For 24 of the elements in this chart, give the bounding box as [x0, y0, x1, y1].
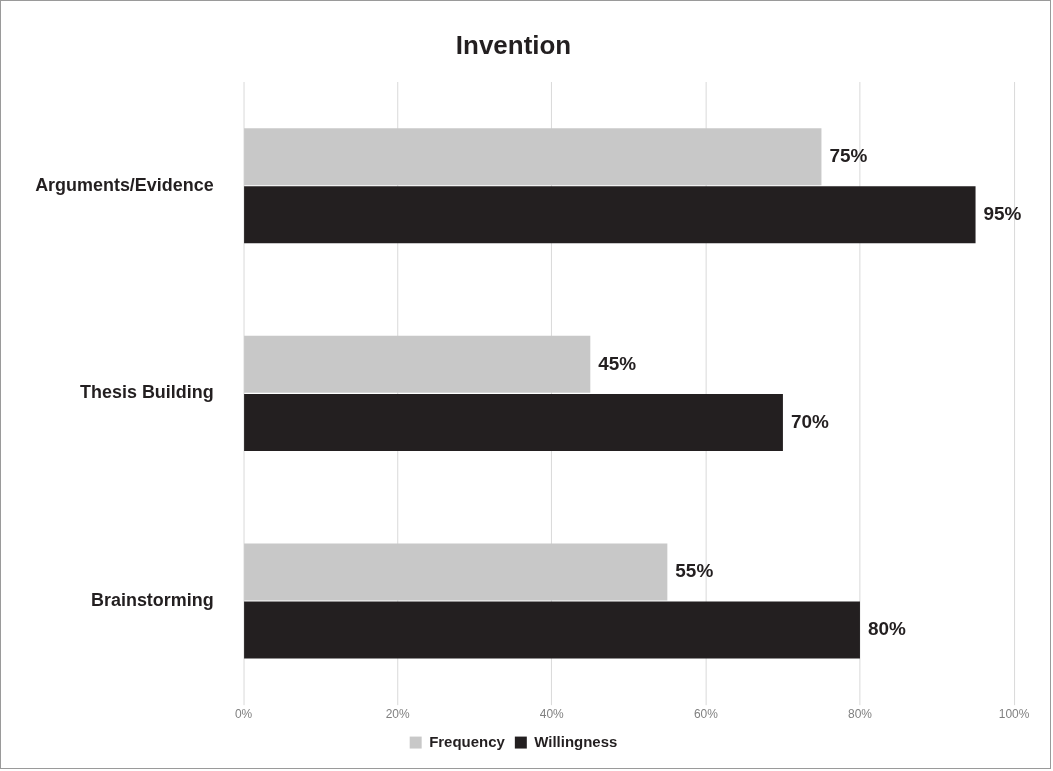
bar: [244, 543, 668, 601]
legend-label: Frequency: [429, 732, 506, 750]
legend-label: Willingness: [534, 732, 618, 750]
y-tick-label: Brainstorming: [91, 589, 214, 610]
data-label: 80%: [867, 618, 907, 640]
x-tick-label: 60%: [693, 707, 719, 722]
bar: [244, 128, 822, 186]
y-tick-label: Thesis Building: [80, 382, 214, 403]
bar: [244, 601, 860, 659]
x-tick-label: 0%: [234, 707, 253, 722]
chart-title: Invention: [455, 30, 572, 59]
bar: [244, 393, 783, 451]
bar: [244, 335, 591, 393]
data-label: 95%: [983, 203, 1022, 225]
data-label: 45%: [598, 352, 637, 374]
x-tick-label: 20%: [385, 707, 411, 722]
data-label: 75%: [829, 144, 868, 166]
bar: [244, 186, 976, 244]
x-tick-label: 100%: [998, 707, 1030, 722]
y-tick-label: Arguments/Evidence: [35, 174, 214, 195]
data-label: 55%: [675, 560, 714, 582]
x-tick-label: 40%: [539, 707, 565, 722]
x-tick-label: 80%: [847, 707, 873, 722]
data-label: 70%: [790, 410, 829, 432]
